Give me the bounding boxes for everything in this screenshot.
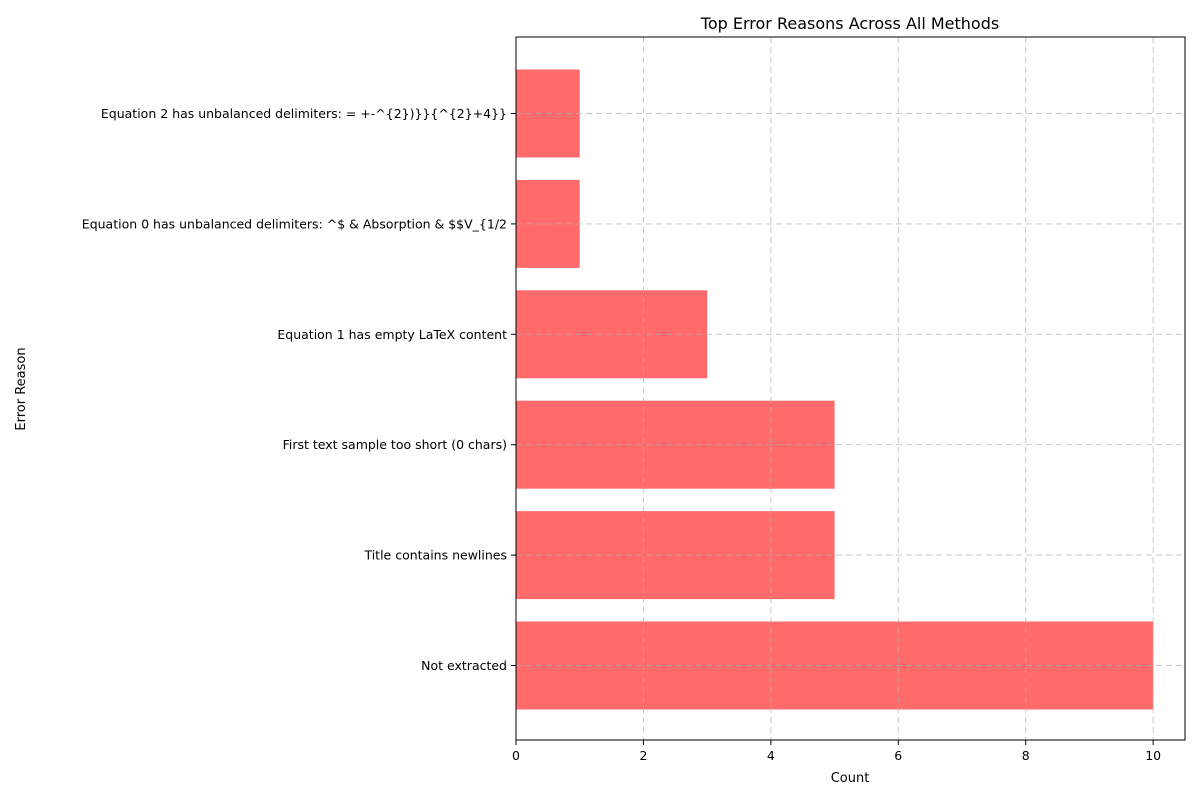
- y-tick-label: Not extracted: [421, 658, 507, 673]
- x-axis-label: Count: [831, 771, 870, 786]
- y-tick-label: Equation 1 has empty LaTeX content: [277, 327, 507, 342]
- x-axis-ticks: 0 2 4 6 8 10: [512, 740, 1161, 763]
- y-tick-label: First text sample too short (0 chars): [283, 437, 507, 452]
- x-tick-label: 4: [767, 748, 775, 763]
- y-tick-label: Equation 0 has unbalanced delimiters: ^$…: [82, 216, 507, 231]
- x-tick-label: 10: [1145, 748, 1161, 763]
- y-axis-ticks: Not extracted Title contains newlines Firs…: [82, 106, 516, 673]
- plot-frame: [515, 36, 1186, 741]
- y-tick-label: Equation 2 has unbalanced delimiters: = …: [101, 106, 507, 121]
- y-tick-label: Title contains newlines: [363, 548, 507, 563]
- x-tick-label: 0: [512, 748, 520, 763]
- x-tick-label: 6: [894, 748, 902, 763]
- chart-title: Top Error Reasons Across All Methods: [700, 14, 999, 33]
- y-axis-label: Error Reason: [14, 347, 29, 430]
- bars: [516, 69, 1154, 710]
- x-tick-label: 2: [639, 748, 647, 763]
- x-tick-label: 8: [1022, 748, 1030, 763]
